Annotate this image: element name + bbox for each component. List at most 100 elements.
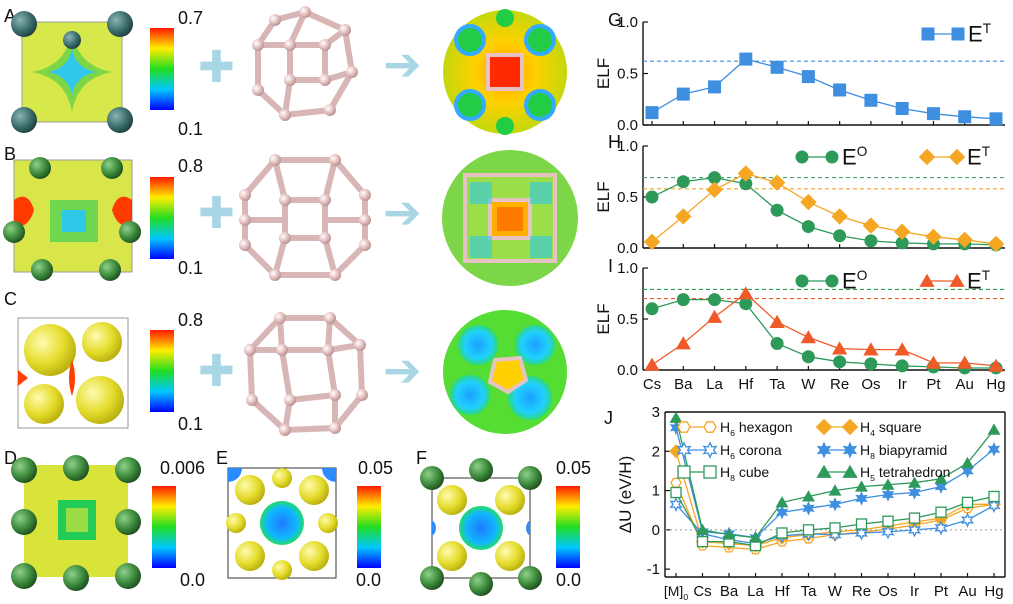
data-point <box>775 496 789 508</box>
colorbar-e: 0.05 0.0 <box>356 458 393 590</box>
data-point <box>833 229 847 243</box>
data-point <box>749 531 762 543</box>
data-point <box>669 411 683 423</box>
plus-icon: ✚ <box>198 188 235 239</box>
data-point <box>855 480 868 492</box>
legend-label: ET <box>967 144 991 170</box>
y-tick-label: 1.0 <box>617 260 638 277</box>
colorbar-f-min: 0.0 <box>556 570 581 590</box>
data-point <box>926 107 940 121</box>
data-point <box>935 506 947 518</box>
cage-b <box>239 154 371 281</box>
data-point <box>988 490 1000 503</box>
panel-e-illustration <box>226 467 338 580</box>
legend-marker <box>677 465 691 479</box>
y-axis-label: ELF <box>594 181 613 212</box>
plus-icon: ✚ <box>198 346 235 397</box>
data-point <box>801 70 815 84</box>
legend-marker <box>949 273 965 287</box>
legend-marker <box>795 150 809 164</box>
colorbar-e-max: 0.05 <box>358 458 393 478</box>
legend-marker <box>816 464 832 478</box>
colorbar-a: 0.7 0.1 <box>150 8 203 139</box>
arrow-icon: ➔ <box>383 37 422 91</box>
data-point <box>770 203 784 217</box>
panel-letter-g: G <box>608 10 622 30</box>
data-point <box>675 336 691 350</box>
data-point <box>645 106 659 120</box>
y-tick-label: 0.5 <box>617 189 638 206</box>
panel-letter-h: H <box>608 132 621 152</box>
data-point <box>802 501 815 516</box>
data-point <box>676 87 690 101</box>
data-point <box>934 472 948 484</box>
panel-letter-f: F <box>416 448 427 468</box>
colorbar-f: 0.05 0.0 <box>556 458 591 590</box>
data-point <box>770 336 784 350</box>
data-point <box>801 220 815 234</box>
x-tick-label: Ba <box>720 583 739 600</box>
cage-a <box>252 6 358 121</box>
y-tick-label: -1 <box>647 561 660 578</box>
panel-letter-i: I <box>608 256 613 276</box>
colorbar-a-min: 0.1 <box>178 119 203 139</box>
legend-marker <box>702 441 718 459</box>
colorbar-b: 0.8 0.1 <box>150 156 203 278</box>
x-tick-label: Ir <box>910 583 919 600</box>
legend-marker <box>842 464 858 478</box>
y-tick-label: 0.0 <box>617 362 638 379</box>
data-point <box>881 487 895 502</box>
cage-c <box>244 312 368 436</box>
data-point <box>854 525 869 541</box>
x-tick-label: Pt <box>934 583 949 600</box>
data-point <box>957 355 973 369</box>
x-tick-label: Hf <box>775 583 791 600</box>
x-tick-label: [M]0 <box>664 583 688 602</box>
x-tick-label: Hg <box>984 583 1003 600</box>
data-point <box>908 512 921 524</box>
legend-marker <box>825 150 839 164</box>
data-point <box>864 357 878 371</box>
y-tick-label: 0.5 <box>617 311 638 328</box>
panel-d-illustration <box>11 455 141 591</box>
panel-letters: A B C D E F G H I J <box>4 6 622 468</box>
y-tick-label: 1.0 <box>617 138 638 155</box>
x-tick-label: W <box>828 583 843 600</box>
colorbar-e-min: 0.0 <box>356 570 381 590</box>
data-point <box>925 228 942 246</box>
x-tick-label: Pt <box>926 376 941 393</box>
data-point <box>675 208 692 225</box>
colorbar-c-max: 0.8 <box>178 310 203 330</box>
data-point <box>855 518 868 530</box>
data-point <box>800 330 816 344</box>
y-tick-label: 0 <box>652 522 660 539</box>
panel-letter-e: E <box>216 448 228 468</box>
data-point <box>643 233 661 251</box>
legend-marker <box>703 465 717 479</box>
data-point <box>862 217 880 234</box>
data-point <box>987 497 1001 514</box>
x-tick-label: La <box>747 583 764 600</box>
y-tick-label: 0.5 <box>617 66 638 83</box>
colorbar-c-min: 0.1 <box>178 414 203 434</box>
legend-marker <box>921 27 935 41</box>
data-point <box>832 341 848 355</box>
data-point <box>863 342 879 356</box>
colorbar-a-max: 0.7 <box>178 8 203 28</box>
panel-letter-b: B <box>4 144 16 164</box>
data-point <box>961 496 974 509</box>
data-point <box>706 309 723 323</box>
colorbar-b-max: 0.8 <box>178 156 203 176</box>
series-line-0 <box>651 298 996 369</box>
arrow-icon: ➔ <box>383 185 422 239</box>
y-axis-label: ELF <box>594 58 613 89</box>
data-point <box>696 535 709 548</box>
y-axis-label: ELF <box>594 303 613 334</box>
series-line-1 <box>651 292 997 367</box>
x-tick-label: Ir <box>898 376 907 393</box>
data-point <box>958 110 972 124</box>
data-point <box>908 485 921 500</box>
data-point <box>802 524 815 536</box>
colorbar-b-min: 0.1 <box>178 258 203 278</box>
data-point <box>800 193 817 211</box>
